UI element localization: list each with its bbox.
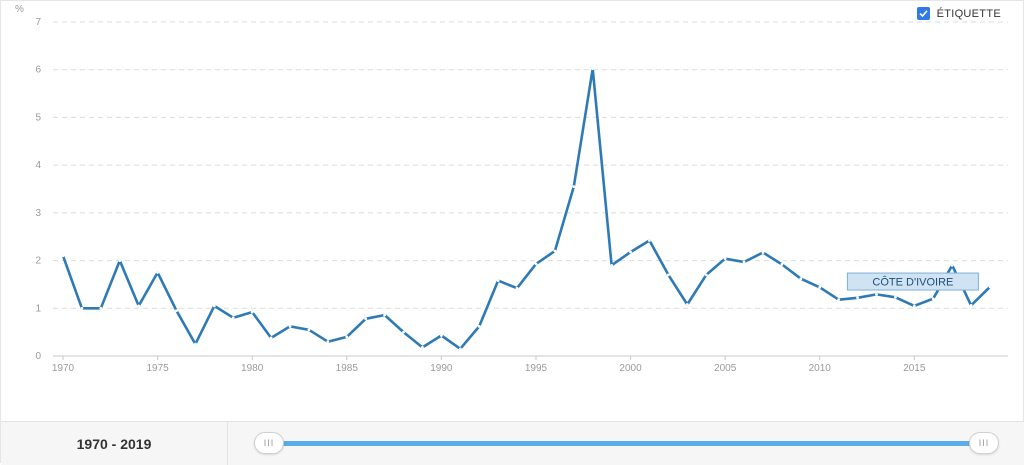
data-point[interactable] xyxy=(402,330,405,334)
data-point[interactable] xyxy=(761,251,765,254)
data-point[interactable] xyxy=(629,250,632,254)
data-point[interactable] xyxy=(534,262,538,266)
data-point[interactable] xyxy=(780,262,784,266)
series-label-box xyxy=(846,272,979,291)
x-tick-label: 1985 xyxy=(336,363,359,374)
x-tick-label: 2005 xyxy=(714,363,737,374)
label-toggle[interactable]: ÉTIQUETTE xyxy=(916,7,1001,20)
range-slider-track[interactable] xyxy=(267,441,984,446)
y-tick-label: 0 xyxy=(35,351,41,362)
data-point[interactable] xyxy=(856,296,859,300)
date-range-label: 1970 - 2019 xyxy=(1,422,228,465)
data-point[interactable] xyxy=(194,342,197,346)
y-tick-label: 2 xyxy=(35,256,41,267)
data-point[interactable] xyxy=(666,273,670,277)
data-point[interactable] xyxy=(875,293,878,296)
data-point[interactable] xyxy=(969,304,973,307)
data-point[interactable] xyxy=(231,316,235,320)
label-toggle-text: ÉTIQUETTE xyxy=(936,7,1001,20)
data-point[interactable] xyxy=(496,279,500,283)
data-point[interactable] xyxy=(704,273,708,277)
series-label-text: CÔTE D'IVOIRE xyxy=(872,276,953,289)
y-axis-unit-label: % xyxy=(15,4,24,15)
data-point[interactable] xyxy=(137,304,141,308)
data-point[interactable] xyxy=(477,325,481,328)
data-point[interactable] xyxy=(723,257,727,261)
data-point[interactable] xyxy=(799,277,803,281)
data-point[interactable] xyxy=(950,263,954,267)
y-tick-label: 1 xyxy=(35,303,41,314)
range-footer: 1970 - 2019 III III xyxy=(1,421,1024,465)
data-point[interactable] xyxy=(307,328,311,332)
data-point[interactable] xyxy=(591,67,595,71)
x-tick-label: 2010 xyxy=(809,363,832,374)
y-tick-label: 6 xyxy=(35,65,41,76)
axes: 0 1 2 3 4 5 6 7 1970 1975 1980 1985 1990 1995 2000 2005… xyxy=(35,17,1008,374)
data-point[interactable] xyxy=(988,285,992,289)
data-point[interactable] xyxy=(80,306,84,310)
data-point[interactable] xyxy=(212,304,216,308)
data-point[interactable] xyxy=(383,313,387,317)
x-tick-label: 1970 xyxy=(52,363,75,374)
data-point[interactable] xyxy=(269,336,273,340)
y-tick-label: 3 xyxy=(35,208,41,219)
x-tick-label: 2000 xyxy=(619,363,642,374)
data-point[interactable] xyxy=(742,260,746,264)
x-tick-label: 1995 xyxy=(525,363,548,374)
checkbox-checked-icon[interactable] xyxy=(916,7,930,20)
data-point[interactable] xyxy=(61,254,65,258)
data-point[interactable] xyxy=(553,249,557,253)
y-tick-label: 7 xyxy=(35,17,41,28)
data-point[interactable] xyxy=(156,271,159,274)
data-point[interactable] xyxy=(99,306,103,310)
data-point[interactable] xyxy=(250,310,254,314)
data-point[interactable] xyxy=(364,317,368,321)
y-tick-label: 5 xyxy=(35,112,41,123)
data-point[interactable] xyxy=(439,334,443,337)
data-point[interactable] xyxy=(837,298,841,302)
data-point[interactable] xyxy=(610,263,614,267)
data-point[interactable] xyxy=(458,347,462,351)
data-point[interactable] xyxy=(648,239,651,242)
data-point[interactable] xyxy=(175,309,178,313)
data-point[interactable] xyxy=(685,303,689,306)
x-tick-label: 1975 xyxy=(146,363,169,374)
data-point[interactable] xyxy=(118,259,122,262)
data-point[interactable] xyxy=(326,340,330,344)
series-line xyxy=(61,67,992,351)
data-point[interactable] xyxy=(345,335,349,339)
data-point[interactable] xyxy=(288,325,292,328)
data-point[interactable] xyxy=(572,185,576,189)
data-point[interactable] xyxy=(421,346,424,349)
series-layer xyxy=(61,67,992,351)
data-point[interactable] xyxy=(515,286,519,290)
grid-lines xyxy=(53,21,1008,309)
x-tick-label: 2015 xyxy=(903,363,926,374)
data-point[interactable] xyxy=(912,304,916,308)
x-tick-label: 1980 xyxy=(241,363,264,374)
y-tick-label: 4 xyxy=(35,160,41,171)
series-label: CÔTE D'IVOIRE xyxy=(846,272,979,291)
data-point[interactable] xyxy=(818,285,822,289)
x-tick-label: 1990 xyxy=(430,363,453,374)
line-chart: 0 1 2 3 4 5 6 7 1970 1975 1980 1985 1990 1995 2000 2005… xyxy=(15,4,1008,374)
data-point[interactable] xyxy=(894,295,897,299)
range-slider-start-handle[interactable]: III xyxy=(254,432,284,454)
range-slider-end-handle[interactable]: III xyxy=(969,432,999,454)
series-label-layer: CÔTE D'IVOIRE xyxy=(846,272,979,291)
data-point[interactable] xyxy=(931,297,935,301)
